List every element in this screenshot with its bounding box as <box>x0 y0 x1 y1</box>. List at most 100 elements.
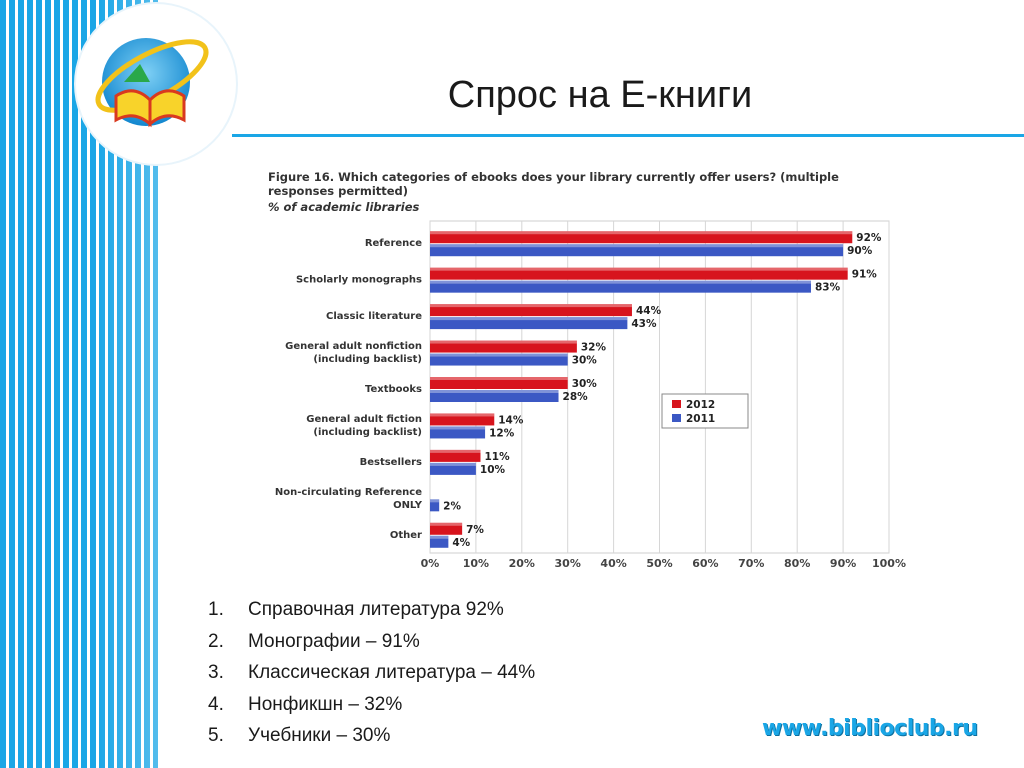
bar-2011 <box>430 426 486 439</box>
data-label: 91% <box>852 269 878 281</box>
data-label: 30% <box>572 355 598 367</box>
slide-title: Спрос на Е-книги <box>447 74 753 116</box>
category-label: Other <box>390 530 422 541</box>
data-label: 43% <box>631 318 657 330</box>
bar-shine <box>430 340 577 344</box>
list-item-number: 1. <box>208 599 224 620</box>
x-tick-label: 100% <box>872 557 906 570</box>
website-link[interactable]: www.biblioclub.ru <box>762 716 978 741</box>
list-item-number: 2. <box>208 630 224 652</box>
bar-shine <box>430 426 486 430</box>
bar-shine <box>430 317 628 321</box>
figure-title-line2: responses permitted) <box>268 184 409 198</box>
bar-2012 <box>430 231 853 244</box>
x-tick-label: 60% <box>692 557 718 570</box>
data-label: 30% <box>572 378 598 390</box>
bar-shine <box>430 535 449 539</box>
bar-2011 <box>430 244 844 257</box>
bar-2012 <box>430 267 848 280</box>
bar-2011 <box>430 390 559 402</box>
x-tick-label: 0% <box>421 557 440 570</box>
data-label: 92% <box>856 232 882 244</box>
list-item: 1. Справочная литература 92% <box>208 596 535 628</box>
bar-shine <box>430 244 844 248</box>
legend-box <box>661 393 749 429</box>
chart-figure: Figure 16. Which categories of ebooks do… <box>262 168 922 580</box>
summary-list: 1. Справочная литература 92% 2. Монографии… <box>208 596 535 754</box>
bar-shine <box>430 377 568 380</box>
logo-disc <box>76 4 236 164</box>
legend-label: 2011 <box>686 413 715 425</box>
list-item: 5. Учебники – 30% <box>208 722 535 754</box>
bar-2011 <box>430 462 476 475</box>
category-label: Classic literature <box>326 311 422 322</box>
bar-shine <box>430 449 481 453</box>
list-item-number: 5. <box>208 725 224 746</box>
bar-chart: 0% 10% 20% 30% 40% 50% 60% 70% 80% 90% 100% Referen… <box>275 220 906 570</box>
category-label: Reference <box>365 238 422 249</box>
figure-title: Figure 16. Which categories of ebooks do… <box>268 170 908 198</box>
bar-shine <box>430 390 559 393</box>
bar-2012 <box>430 377 568 389</box>
bar-2012 <box>430 340 577 353</box>
bar-shine <box>430 499 440 503</box>
list-item-number: 3. <box>208 662 224 683</box>
bar-2011 <box>430 317 628 330</box>
legend-swatch <box>672 400 681 408</box>
category-label: General adult fiction <box>306 414 422 425</box>
category-label: (including backlist) <box>313 354 422 365</box>
bar-shine <box>430 231 853 235</box>
category-label: ONLY <box>393 500 423 511</box>
x-tick-label: 50% <box>646 557 672 570</box>
bar-2012 <box>430 304 632 317</box>
category-label: Non-circulating Reference <box>275 487 422 498</box>
data-label: 83% <box>815 282 841 294</box>
bar-shine <box>430 304 632 308</box>
bar-2011 <box>430 499 440 512</box>
bar-shine <box>430 522 463 526</box>
category-label: (including backlist) <box>313 427 422 438</box>
bar-2012 <box>430 413 495 426</box>
data-label: 11% <box>484 451 510 463</box>
list-item-text: Нонфикшн – 32% <box>248 693 403 715</box>
list-item-text: Монографии – 91% <box>248 630 420 652</box>
bar-2012 <box>430 449 481 462</box>
data-label: 32% <box>581 342 607 354</box>
x-tick-label: 30% <box>555 557 581 570</box>
x-tick-label: 40% <box>600 557 626 570</box>
bar-2011 <box>430 280 811 293</box>
bar-shine <box>430 267 848 271</box>
data-label: 4% <box>452 537 470 549</box>
category-label: General adult nonfiction <box>285 341 422 352</box>
category-label: Scholarly monographs <box>296 275 422 286</box>
list-item: 2. Монографии – 91% <box>208 628 535 660</box>
bar-2011 <box>430 535 449 548</box>
x-tick-label: 70% <box>738 557 764 570</box>
bar-2012 <box>430 522 463 535</box>
data-label: 12% <box>489 427 515 439</box>
legend-swatch <box>672 414 681 422</box>
list-item-text: Учебники – 30% <box>248 725 391 746</box>
category-label: Bestsellers <box>360 457 422 468</box>
bar-2011 <box>430 353 568 366</box>
x-tick-label: 10% <box>463 557 489 570</box>
bar-shine <box>430 353 568 357</box>
data-label: 90% <box>847 245 873 257</box>
list-item-text: Классическая литература – 44% <box>248 662 536 683</box>
book-logo-icon <box>95 38 209 128</box>
legend-label: 2012 <box>686 399 715 411</box>
data-label: 44% <box>636 305 662 317</box>
data-label: 2% <box>443 500 461 512</box>
figure-title-line1: Figure 16. Which categories of ebooks do… <box>268 170 839 184</box>
x-tick-label: 90% <box>830 557 856 570</box>
list-item: 4. Нонфикшн – 32% <box>208 691 535 723</box>
figure-subtitle: % of academic libraries <box>268 200 420 214</box>
data-label: 14% <box>498 414 524 426</box>
bar-shine <box>430 280 811 284</box>
list-item: 3. Классическая литература – 44% <box>208 659 535 691</box>
category-label: Textbooks <box>365 384 422 395</box>
x-tick-label: 20% <box>509 557 535 570</box>
data-label: 28% <box>563 391 589 403</box>
data-label: 7% <box>466 524 484 536</box>
x-tick-label: 80% <box>784 557 810 570</box>
